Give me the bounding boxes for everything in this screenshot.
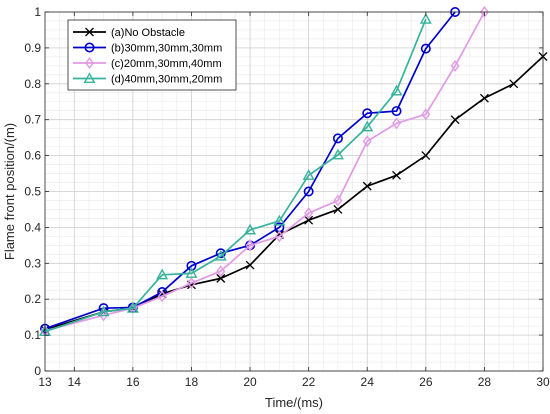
data-point xyxy=(362,135,372,148)
series-line xyxy=(44,18,427,333)
x-tick-label: 30 xyxy=(536,375,550,389)
series-line xyxy=(44,11,486,332)
data-point xyxy=(304,215,314,225)
x-tick-label: 18 xyxy=(185,375,199,389)
data-point xyxy=(303,186,314,197)
data-point xyxy=(245,239,255,252)
data-point xyxy=(157,290,167,303)
data-point xyxy=(216,273,226,283)
legend-entry: (b)30mm,30mm,30mm xyxy=(73,42,222,55)
legend-label: (a)No Obstacle xyxy=(111,27,185,39)
data-point xyxy=(392,117,402,130)
legend-marker xyxy=(85,27,94,37)
data-point xyxy=(185,267,198,278)
x-tick-label-min: 13 xyxy=(38,375,52,389)
x-tick-label: 14 xyxy=(68,375,82,389)
data-point xyxy=(450,115,460,125)
legend-entry: (c)20mm,30mm,40mm xyxy=(73,57,222,70)
data-point xyxy=(97,305,110,317)
data-point xyxy=(186,277,196,290)
data-point xyxy=(391,106,402,117)
data-point xyxy=(186,260,197,271)
tick-labels: 14 16 18 20 22 24 26 28 30 130 0.1 0.2 0.3 0.4 0.5 0.6 0… xyxy=(24,5,550,389)
data-point xyxy=(304,207,314,220)
data-point xyxy=(214,249,227,261)
series-1 xyxy=(40,52,548,335)
data-point xyxy=(479,93,489,103)
legend-entry: (a)No Obstacle xyxy=(73,27,185,39)
legend: (a)No Obstacle (b)30mm,30mm,30mm (c)20mm,3… xyxy=(67,19,237,91)
data-point xyxy=(361,120,374,132)
y-tick-label: 0.1 xyxy=(24,328,41,342)
data-point xyxy=(274,230,284,243)
data-point xyxy=(126,301,139,313)
x-tick-label: 20 xyxy=(243,375,257,389)
x-tick-label: 28 xyxy=(478,375,492,389)
y-tick-label: 0.3 xyxy=(24,256,41,270)
data-point xyxy=(479,6,489,18)
data-point xyxy=(216,265,226,278)
data-point xyxy=(450,59,460,72)
data-point xyxy=(421,151,431,161)
data-point xyxy=(362,108,373,119)
data-point xyxy=(99,309,109,322)
legend-label: (b)30mm,30mm,30mm xyxy=(111,43,222,55)
data-point xyxy=(244,223,257,235)
legend-label: (c)20mm,30mm,40mm xyxy=(111,58,222,70)
y-tick-label: 0 xyxy=(34,364,41,378)
y-tick-label: 0.2 xyxy=(24,292,41,306)
data-point xyxy=(333,204,343,214)
y-tick-label: 0.4 xyxy=(24,220,41,234)
x-tick-label: 24 xyxy=(361,375,375,389)
legend-label: (d)40mm,30mm,20mm xyxy=(111,74,222,86)
data-point xyxy=(420,43,431,54)
data-point xyxy=(273,214,286,226)
legend-marker xyxy=(84,42,95,53)
series-layer xyxy=(39,6,548,337)
axes xyxy=(44,11,544,372)
data-point xyxy=(302,169,315,180)
x-axis-label: Time/(ms) xyxy=(265,395,323,410)
y-tick-label: 0.8 xyxy=(24,77,41,91)
data-point xyxy=(333,194,343,207)
x-tick-label: 26 xyxy=(419,375,433,389)
x-tick-label: 22 xyxy=(302,375,316,389)
y-tick-label: 0.7 xyxy=(24,113,41,127)
data-point xyxy=(390,84,403,96)
y-axis-label: Flame front position/(m) xyxy=(2,123,17,260)
data-point xyxy=(419,12,432,24)
data-point xyxy=(392,170,401,180)
y-tick-label: 1 xyxy=(34,5,41,19)
legend-entry: (d)40mm,30mm,20mm xyxy=(73,72,222,86)
y-tick-label: 0.6 xyxy=(24,149,41,163)
data-point xyxy=(245,260,255,270)
y-tick-label: 0.5 xyxy=(24,185,41,199)
data-point xyxy=(362,181,372,191)
data-point xyxy=(332,133,343,144)
data-point xyxy=(331,148,344,160)
series-3 xyxy=(40,6,489,337)
data-point xyxy=(156,268,169,280)
data-point xyxy=(421,108,431,121)
legend-marker xyxy=(83,72,96,84)
x-tick-label: 16 xyxy=(126,375,140,389)
legend-marker xyxy=(85,57,94,69)
y-tick-label: 0.9 xyxy=(24,41,41,55)
data-point xyxy=(509,79,519,89)
